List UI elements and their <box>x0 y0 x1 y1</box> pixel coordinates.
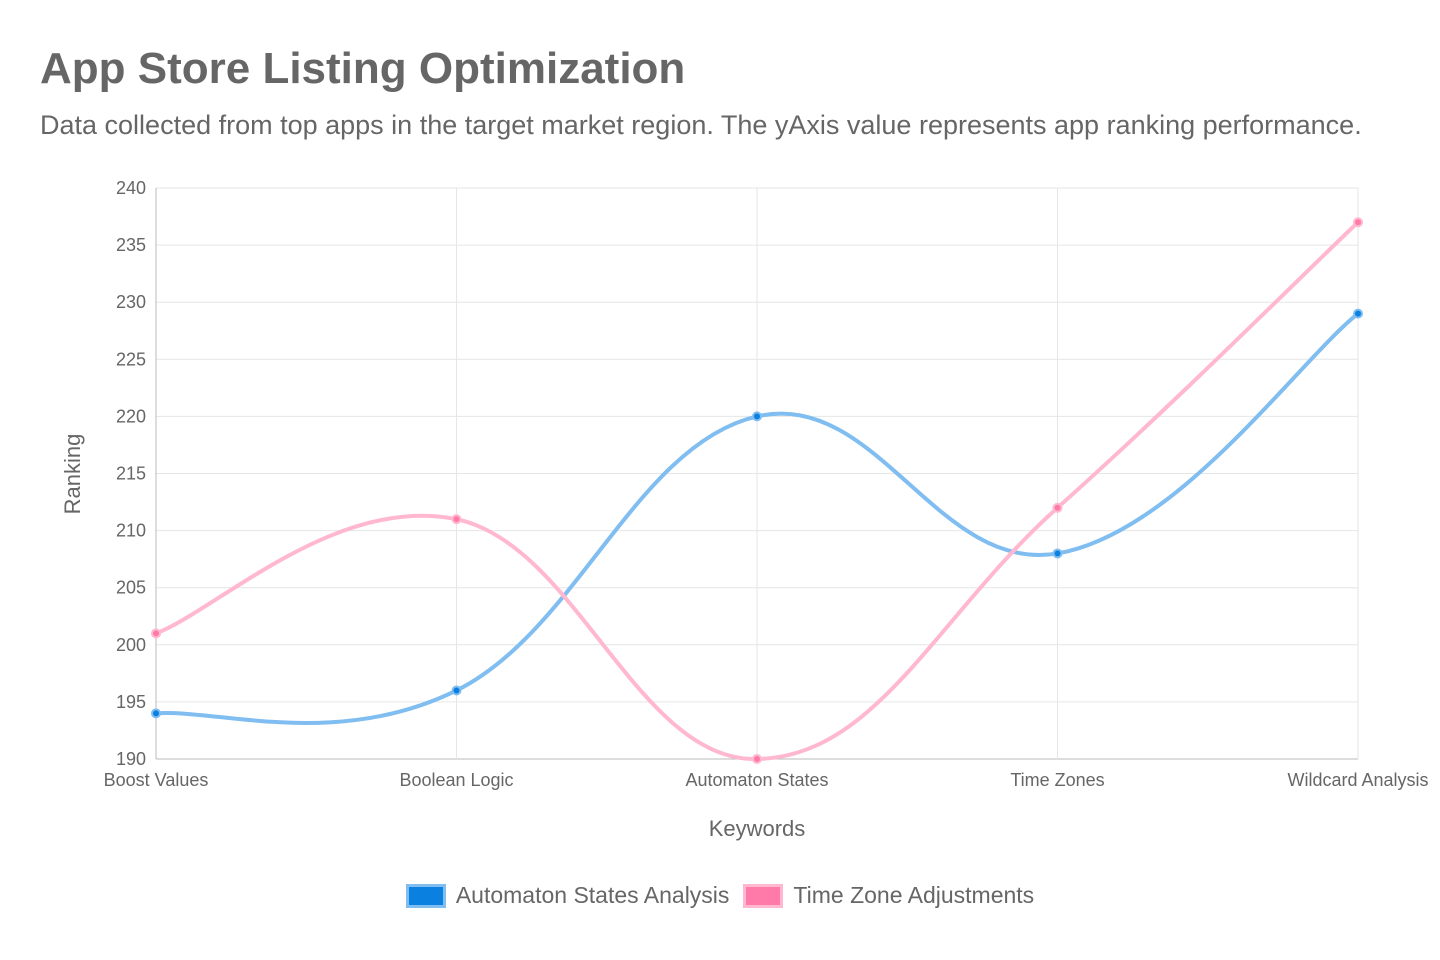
x-tick-label: Boolean Logic <box>399 770 513 790</box>
data-point[interactable] <box>1052 502 1063 513</box>
y-tick-label: 220 <box>116 406 146 426</box>
legend-label: Automaton States Analysis <box>455 882 730 908</box>
y-tick-label: 240 <box>116 178 146 198</box>
x-axis-title: Keywords <box>709 816 806 841</box>
legend-label: Time Zone Adjustments <box>793 882 1035 908</box>
x-tick-label: Automaton States <box>685 770 828 790</box>
data-point[interactable] <box>151 708 161 719</box>
chart-title: App Store Listing Optimization <box>40 44 686 93</box>
y-tick-label: 215 <box>116 464 146 484</box>
legend: Automaton States Analysis Time Zone Adjus… <box>0 882 1440 909</box>
y-tick-label: 225 <box>116 349 146 369</box>
data-point[interactable] <box>151 628 161 639</box>
y-tick-label: 200 <box>116 635 146 655</box>
y-tick-label: 190 <box>116 749 146 769</box>
x-tick-label: Time Zones <box>1010 770 1104 790</box>
data-point[interactable] <box>752 411 762 422</box>
y-tick-label: 235 <box>116 235 146 255</box>
legend-item[interactable]: Automaton States Analysis <box>405 882 730 909</box>
legend-swatch <box>743 883 784 908</box>
y-tick-label: 205 <box>116 578 146 598</box>
y-axis-title: Ranking <box>60 434 85 515</box>
data-point[interactable] <box>451 685 462 696</box>
y-tick-label: 210 <box>116 521 146 541</box>
legend-item[interactable]: Time Zone Adjustments <box>743 882 1034 909</box>
y-tick-label: 195 <box>116 692 146 712</box>
data-point[interactable] <box>1353 308 1363 319</box>
data-point[interactable] <box>752 754 762 764</box>
x-tick-label: Boost Values <box>104 770 209 790</box>
x-tick-label: Wildcard Analysis <box>1287 770 1428 790</box>
data-point[interactable] <box>1353 217 1363 228</box>
chart-subtitle: Data collected from top apps in the targ… <box>40 110 1362 140</box>
legend-swatch <box>405 883 446 908</box>
data-point[interactable] <box>451 514 462 525</box>
y-tick-label: 230 <box>116 292 146 312</box>
data-point[interactable] <box>1052 548 1063 559</box>
